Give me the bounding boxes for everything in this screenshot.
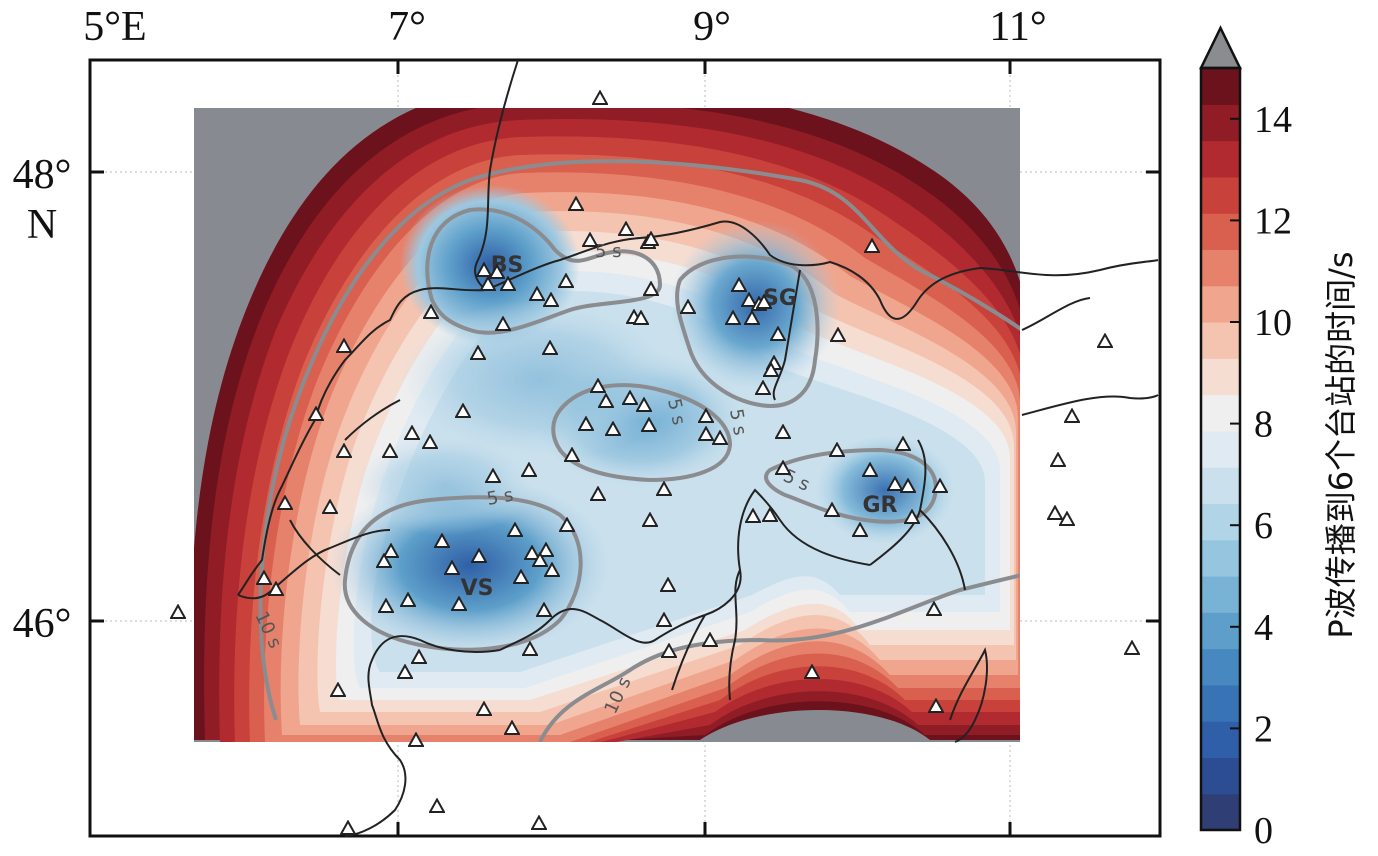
lon-tick-label-7: 7° <box>388 4 426 50</box>
colorbar-tick-label: 12 <box>1254 200 1292 242</box>
colorbar-title: P波传播到6个台站的时间/s <box>1322 251 1360 638</box>
colorbar-tick-label: 6 <box>1254 505 1273 547</box>
lon-tick-label-11: 11° <box>989 4 1046 50</box>
contour-label-5s-east: 5 s <box>725 407 750 437</box>
colorbar-tick-label: 14 <box>1254 99 1292 141</box>
country-borders <box>237 59 1159 837</box>
colorbar-band <box>1201 358 1240 396</box>
colorbar-band <box>1201 648 1240 686</box>
colorbar-tick-label: 0 <box>1254 810 1273 852</box>
colorbar-band <box>1201 539 1240 577</box>
lat-tick-label-46: 46° <box>13 601 72 647</box>
colorbar-band <box>1201 176 1240 214</box>
colorbar-band <box>1201 68 1240 105</box>
lon-tick-label-5: 5°E <box>83 4 146 50</box>
region-labels: BS SG VS GR <box>461 253 898 601</box>
colorbar: 0 2 4 6 8 10 12 14 P波传播到6个台站的时间/s <box>1199 25 1360 852</box>
colorbar-band <box>1201 612 1240 650</box>
colorbar-band <box>1201 322 1240 359</box>
contour-lines <box>258 159 1020 742</box>
colorbar-band <box>1201 394 1240 432</box>
colorbar-band <box>1201 140 1240 178</box>
colorbar-band <box>1201 213 1240 251</box>
colorbar-band <box>1201 503 1240 541</box>
colorbar-band <box>1201 684 1240 722</box>
lon-tick-label-9: 9° <box>693 4 731 50</box>
lat-tick-label-48: 48° <box>13 152 72 198</box>
colorbar-tick-label: 2 <box>1254 708 1273 750</box>
lat-tick-label-n: N <box>27 202 57 248</box>
colorbar-tick-label: 8 <box>1254 404 1273 446</box>
colorbar-band <box>1201 285 1240 323</box>
colorbar-band <box>1201 721 1240 759</box>
colorbar-outline <box>1199 66 1242 832</box>
colorbar-tick-label: 10 <box>1254 302 1292 344</box>
colorbar-band <box>1201 757 1240 795</box>
region-label-vs: VS <box>461 576 494 601</box>
colorbar-band <box>1201 467 1240 505</box>
colorbar-bands <box>1201 68 1240 831</box>
colorbar-band <box>1201 576 1240 613</box>
contour-label-5s-north: 5 s <box>595 241 622 262</box>
colorbar-over-arrow <box>1199 25 1242 70</box>
colorbar-band <box>1201 249 1240 287</box>
frame-ticks <box>90 60 1160 836</box>
colorbar-ticks: 0 2 4 6 8 10 12 14 <box>1230 99 1292 852</box>
colorbar-band <box>1201 104 1240 142</box>
travel-time-field <box>194 108 1020 742</box>
colorbar-band <box>1201 793 1240 831</box>
region-label-gr: GR <box>863 493 898 518</box>
colorbar-band <box>1201 430 1240 468</box>
contour-label-5s-vs: 5 s <box>485 485 515 510</box>
axis-labels: 5°E 7° 9° 11° 48° N 46° <box>13 4 1047 647</box>
colorbar-tick-label: 4 <box>1254 607 1273 649</box>
